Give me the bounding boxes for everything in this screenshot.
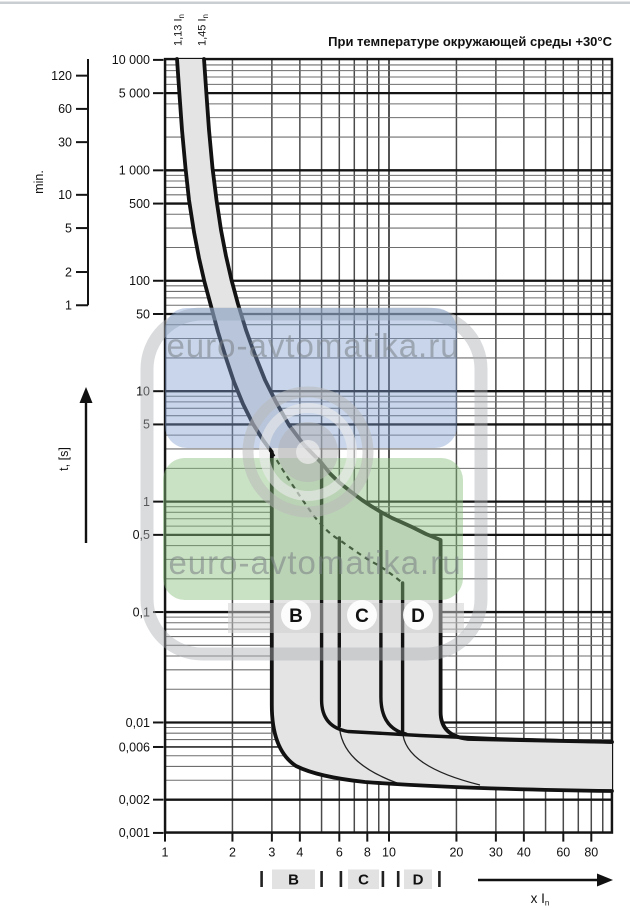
watermark: euro-avtomatika.ru euro-avtomatika.ru bbox=[140, 307, 488, 661]
x-tick-label: 8 bbox=[364, 846, 371, 860]
x-tick-label: 10 bbox=[382, 846, 396, 860]
time-axis-arrow-head bbox=[79, 387, 93, 403]
y-tick-label: 5 bbox=[143, 418, 150, 432]
x-tick-label: 30 bbox=[489, 846, 503, 860]
curve-letter: D bbox=[411, 606, 425, 627]
footer-marker-box bbox=[404, 869, 432, 889]
watermark-lens-mid bbox=[259, 403, 357, 501]
footer-marker-box bbox=[272, 869, 315, 889]
curve-letter: C bbox=[355, 606, 369, 627]
x-tick-label: 60 bbox=[556, 846, 570, 860]
thermal-limit-label: 1,13 In bbox=[172, 14, 186, 46]
x-tick-label: 4 bbox=[296, 846, 303, 860]
x-tick-label: 6 bbox=[336, 846, 343, 860]
minutes-tick-label: 2 bbox=[65, 265, 72, 279]
minutes-tick-label: 30 bbox=[58, 135, 72, 149]
y-tick-label: 5 000 bbox=[119, 86, 150, 100]
y-tick-label: 0,001 bbox=[119, 826, 150, 840]
y-tick-label: 50 bbox=[136, 307, 150, 321]
b-upper-magnetic-drop bbox=[319, 461, 614, 744]
current-axis-arrow-head bbox=[597, 873, 613, 887]
c-lower-magnetic-sweep bbox=[338, 723, 398, 784]
x-tick-label: 2 bbox=[229, 846, 236, 860]
curve-letter-circle bbox=[347, 600, 377, 630]
y-tick-label: 0,002 bbox=[119, 793, 150, 807]
y-axis-label: t, [s] bbox=[57, 447, 71, 471]
footer-marker-pipe bbox=[438, 871, 441, 887]
curve-letter-circle bbox=[281, 600, 311, 630]
watermark-text: euro-avtomatika.ru bbox=[166, 327, 459, 364]
y-tick-label: 100 bbox=[129, 274, 150, 288]
y-tick-label: 1 000 bbox=[119, 164, 150, 178]
watermark-green-panel bbox=[163, 458, 463, 600]
thermal-lower-boundary bbox=[175, 57, 614, 793]
x-tick-label: 80 bbox=[584, 846, 598, 860]
minutes-axis-label: min. bbox=[32, 170, 46, 194]
thermal-upper-boundary bbox=[202, 57, 614, 744]
footer-marker-box bbox=[348, 869, 379, 889]
watermark-blue-panel bbox=[165, 308, 457, 448]
x-axis-label: x In bbox=[531, 891, 550, 908]
minutes-tick-label: 1 bbox=[65, 299, 72, 313]
footer-marker-letter: D bbox=[413, 872, 424, 889]
curve-letter: B bbox=[289, 606, 303, 627]
y-tick-label: 0,01 bbox=[126, 716, 150, 730]
watermark-text: euro-avtomatika.ru bbox=[168, 544, 461, 581]
x-tick-label: 3 bbox=[268, 846, 275, 860]
footer-marker-pipe bbox=[396, 871, 400, 887]
minutes-tick-label: 10 bbox=[58, 188, 72, 202]
minutes-tick-label: 120 bbox=[51, 69, 72, 83]
y-tick-label: 0,5 bbox=[133, 528, 150, 542]
footer-marker-letter: B bbox=[288, 872, 299, 889]
x-tick-label: 40 bbox=[517, 846, 531, 860]
x-tick-label: 1 bbox=[162, 846, 169, 860]
top-rule bbox=[0, 1, 630, 4]
footer-marker-letter: C bbox=[358, 872, 369, 889]
chart-title: При температуре окружающей среды +30°C bbox=[328, 34, 612, 49]
d-lower-magnetic-sweep bbox=[401, 730, 481, 786]
thermal-limit-label: 1,45 In bbox=[197, 14, 211, 46]
y-tick-label: 10 000 bbox=[112, 53, 150, 67]
footer-marker-pipe bbox=[381, 871, 385, 887]
y-tick-label: 1 bbox=[143, 495, 150, 509]
curve-letter-circle bbox=[403, 600, 433, 630]
y-tick-label: 0,1 bbox=[133, 605, 150, 619]
x-tick-label: 20 bbox=[449, 846, 463, 860]
y-tick-label: 10 bbox=[136, 384, 150, 398]
footer-marker-pipe bbox=[339, 871, 343, 887]
watermark-lens-outer bbox=[242, 386, 374, 518]
footer-marker-pipe bbox=[320, 871, 323, 887]
axes: 10 000 5 000 1 000 500 100 50 10 5 1 0,5 0,1 0,01 0,… bbox=[51, 14, 613, 908]
y-tick-label: 0,006 bbox=[119, 740, 150, 754]
minutes-tick-label: 5 bbox=[65, 221, 72, 235]
y-tick-label: 500 bbox=[129, 197, 150, 211]
c-upper-magnetic-drop bbox=[379, 510, 408, 736]
curve-letter-labels: B C D B C D bbox=[260, 600, 441, 889]
footer-marker-pipe bbox=[260, 871, 263, 887]
minutes-tick-label: 60 bbox=[58, 102, 72, 116]
watermark-ring bbox=[140, 307, 488, 661]
watermark-lens-center bbox=[296, 440, 320, 464]
